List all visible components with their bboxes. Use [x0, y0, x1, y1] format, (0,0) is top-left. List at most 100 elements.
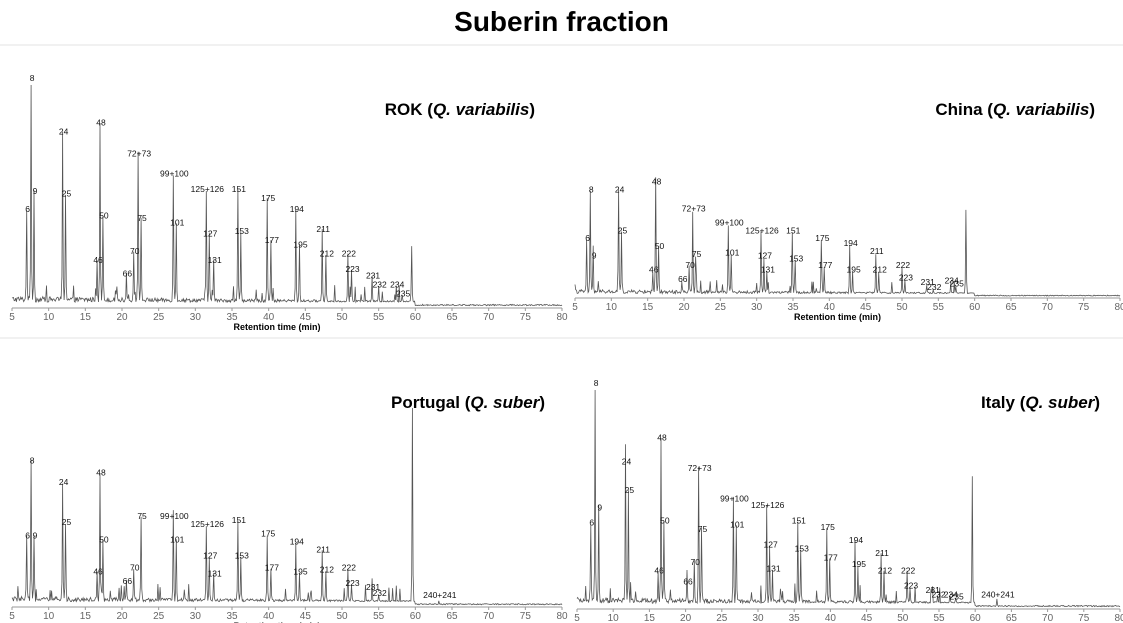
peak-label: 212: [873, 265, 887, 275]
peak-label: 222: [901, 565, 915, 575]
x-tick-label: 5: [9, 611, 15, 622]
peak-label: 223: [899, 272, 913, 282]
peak-label: 127: [758, 250, 772, 260]
x-tick-label: 15: [642, 302, 654, 313]
peak-label: 99+100: [160, 511, 189, 521]
peak-label: 125+126: [191, 519, 225, 529]
x-tick-label: 60: [410, 611, 422, 622]
panel-title-country: China: [935, 100, 987, 119]
chart-panel-italy: Italy (Q. suber) 6 8 9 24 25 46 48 50 66 70 72+73 75…: [565, 337, 1123, 623]
peak-label: 232: [927, 282, 941, 292]
peak-label: 9: [33, 531, 38, 541]
peak-label: 75: [692, 249, 702, 259]
x-tick-label: 60: [969, 302, 981, 313]
peak-label: 231: [926, 585, 940, 595]
chromatogram-trace: [574, 177, 1121, 297]
peak-label: 6: [25, 531, 30, 541]
peak-label: 234: [945, 276, 959, 286]
peak-label: 101: [170, 535, 184, 545]
x-tick-label: 80: [556, 312, 568, 323]
peak-label: 75: [137, 213, 147, 223]
peak-label: 240+241: [981, 589, 1015, 599]
peak-label: 66: [123, 576, 133, 586]
peak-label: 50: [655, 241, 665, 251]
peak-label: 175: [821, 522, 835, 532]
peak-label: 25: [625, 485, 635, 495]
peak-label: 48: [657, 433, 667, 443]
peak-label: 212: [878, 565, 892, 575]
peak-label: 151: [232, 515, 246, 525]
peak-label: 211: [875, 548, 889, 558]
panel-title-close: ): [539, 393, 545, 412]
peak-label: 50: [660, 515, 670, 525]
panel-title: China (Q. variabilis): [935, 100, 1095, 119]
panel-title: Italy (Q. suber): [981, 393, 1100, 412]
chart-panel-rok: ROK (Q. variabilis) 6 8 9 24 25 46 48 50 66 70 72+7…: [0, 44, 568, 332]
chart-panel-china: China (Q. variabilis) 6 8 9 24 25 46 48 50 66 70 72…: [565, 44, 1123, 322]
x-tick-label: 20: [678, 302, 690, 313]
peak-label: 125+126: [745, 225, 779, 235]
x-tick-label: 15: [80, 312, 92, 323]
panel-title-open: (: [427, 100, 433, 119]
peak-label: 46: [649, 265, 659, 275]
x-tick-label: 50: [896, 302, 908, 313]
peak-label: 235: [950, 592, 964, 602]
x-tick-label: 5: [574, 613, 580, 623]
peak-label: 175: [261, 529, 275, 539]
panel-title-species: Q. variabilis: [993, 100, 1089, 119]
peak-label: 46: [93, 566, 103, 576]
peak-label: 194: [844, 238, 858, 248]
x-tick-label: 80: [1114, 613, 1123, 623]
x-tick-label: 50: [336, 312, 348, 323]
x-axis-title: Retention time (min): [234, 621, 321, 623]
peak-label: 195: [293, 240, 307, 250]
peak-label: 24: [622, 456, 632, 466]
peak-label: 66: [123, 268, 133, 278]
peak-label: 8: [589, 185, 594, 195]
chromatogram-trace: [576, 389, 1121, 608]
x-tick-label: 10: [606, 302, 618, 313]
peak-label: 25: [62, 188, 72, 198]
x-tick-label: 40: [825, 613, 837, 623]
peak-label: 99+100: [715, 217, 744, 227]
peak-label: 125+126: [191, 184, 225, 194]
peak-label: 211: [316, 545, 330, 555]
chromatogram-trace: [11, 407, 563, 606]
x-tick-label: 20: [116, 611, 128, 622]
chromatogram-trace: [11, 84, 563, 307]
x-tick-label: 70: [483, 611, 495, 622]
peak-label: 72+73: [682, 203, 706, 213]
x-tick-label: 70: [1042, 613, 1054, 623]
panel-title-country: ROK: [385, 100, 428, 119]
peak-label: 240+241: [423, 590, 457, 600]
peak-label: 50: [99, 211, 109, 221]
peak-label: 153: [235, 550, 249, 560]
peak-label: 222: [342, 248, 356, 258]
x-tick-label: 70: [1042, 302, 1054, 313]
peak-label: 194: [290, 537, 304, 547]
x-tick-label: 75: [1078, 302, 1090, 313]
peak-label: 195: [852, 559, 866, 569]
peak-label: 24: [615, 185, 625, 195]
x-tick-label: 25: [716, 613, 728, 623]
x-tick-label: 35: [226, 312, 238, 323]
x-tick-label: 45: [300, 611, 312, 622]
peak-label: 195: [846, 265, 860, 275]
x-tick-label: 60: [970, 613, 982, 623]
x-tick-label: 40: [263, 312, 275, 323]
x-tick-label: 60: [410, 312, 422, 323]
x-axis-title: Retention time (min): [234, 322, 321, 332]
x-tick-label: 80: [556, 611, 568, 622]
peak-label: 48: [96, 467, 106, 477]
panel-title-close: ): [1089, 100, 1095, 119]
x-tick-label: 45: [300, 312, 312, 323]
x-tick-label: 15: [80, 611, 92, 622]
peak-label: 72+73: [127, 148, 151, 158]
peak-label: 232: [931, 589, 945, 599]
peak-label: 75: [137, 511, 147, 521]
peak-label: 175: [815, 233, 829, 243]
peak-label: 24: [59, 477, 69, 487]
x-tick-label: 10: [43, 611, 55, 622]
x-tick-label: 75: [1078, 613, 1090, 623]
peak-label: 125+126: [751, 500, 785, 510]
